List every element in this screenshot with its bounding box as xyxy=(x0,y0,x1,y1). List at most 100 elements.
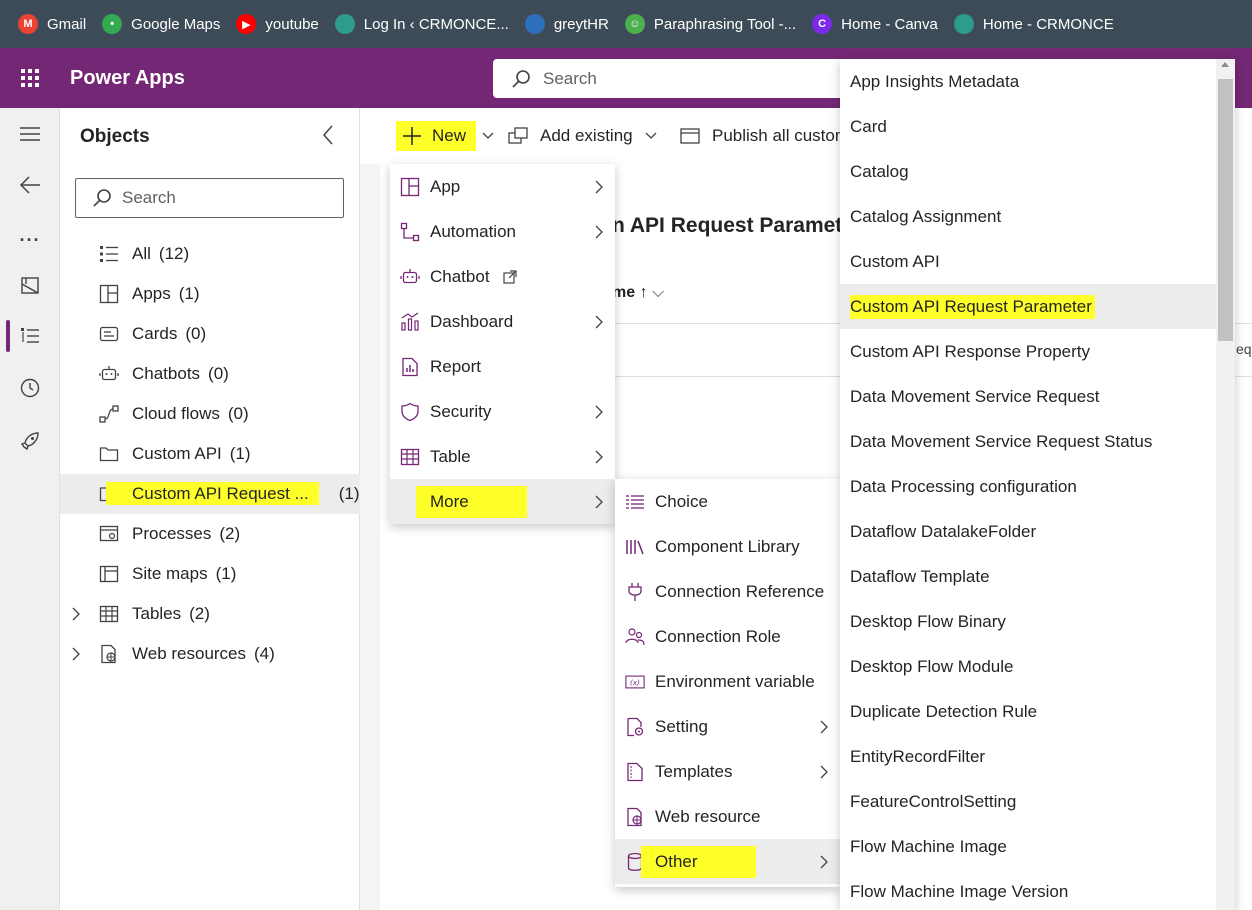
menu-item-label: Other xyxy=(641,845,756,878)
menu-item-setting[interactable]: Setting xyxy=(615,704,840,749)
app-launcher-button[interactable] xyxy=(0,48,60,108)
objects-nav-button[interactable] xyxy=(0,316,60,356)
object-tree-item[interactable]: Cards (0) xyxy=(60,314,360,354)
name-column-header[interactable]: me ↑ ⌵ xyxy=(612,284,665,301)
object-tree-item[interactable]: Web resources (4) xyxy=(60,634,360,674)
waffle-icon xyxy=(21,69,39,87)
other-menu-item[interactable]: Flow Machine Image Version xyxy=(840,869,1216,910)
menu-item-component-library[interactable]: Component Library xyxy=(615,524,840,569)
template-icon xyxy=(625,762,645,782)
menu-item-other[interactable]: Other xyxy=(615,839,840,884)
bookmark-item[interactable]: ☺ Paraphrasing Tool -... xyxy=(621,0,808,48)
chevron-right-icon xyxy=(595,315,603,329)
other-menu-item[interactable]: Desktop Flow Binary xyxy=(840,599,1216,644)
menu-item-more[interactable]: More xyxy=(390,479,615,524)
menu-item-label: More xyxy=(416,485,527,518)
other-menu-item[interactable]: Data Movement Service Request xyxy=(840,374,1216,419)
chatbot-icon xyxy=(98,363,120,385)
chevron-right-icon xyxy=(820,855,828,869)
object-tree-item[interactable]: All (12) xyxy=(60,234,360,274)
other-menu-item[interactable]: Dataflow Template xyxy=(840,554,1216,599)
object-tree-item[interactable]: Apps (1) xyxy=(60,274,360,314)
overview-nav-button[interactable] xyxy=(0,265,60,305)
bookmark-item[interactable]: C Home - Canva xyxy=(808,0,950,48)
menu-item-table[interactable]: Table xyxy=(390,434,615,479)
other-menu-item[interactable]: FeatureControlSetting xyxy=(840,779,1216,824)
other-menu-item[interactable]: Desktop Flow Module xyxy=(840,644,1216,689)
web-resource-icon xyxy=(625,807,645,827)
global-search-input[interactable]: Search xyxy=(493,59,843,98)
hamburger-menu-button[interactable] xyxy=(0,114,60,154)
object-tree-item[interactable]: Tables (2) xyxy=(60,594,360,634)
menu-item-security[interactable]: Security xyxy=(390,389,615,434)
other-menu-item-label: Custom API xyxy=(850,251,940,271)
bookmark-item[interactable]: Log In ‹ CRMONCE... xyxy=(331,0,521,48)
automation-icon xyxy=(400,222,420,242)
menu-item-environment-variable[interactable]: (x) Environment variable xyxy=(615,659,840,704)
other-menu-item[interactable]: Flow Machine Image xyxy=(840,824,1216,869)
object-name: Web resources xyxy=(132,644,247,663)
object-name: Custom API Request ... xyxy=(106,482,319,505)
menu-item-app[interactable]: App xyxy=(390,164,615,209)
collapse-panel-button[interactable] xyxy=(322,124,342,148)
menu-item-report[interactable]: Report xyxy=(390,344,615,389)
bookmark-item[interactable]: M Gmail xyxy=(14,0,98,48)
other-menu-item[interactable]: Data Movement Service Request Status xyxy=(840,419,1216,464)
bookmark-item[interactable]: Home - CRMONCE xyxy=(950,0,1126,48)
other-menu-item[interactable]: Duplicate Detection Rule xyxy=(840,689,1216,734)
other-menu-item[interactable]: Custom API Response Property xyxy=(840,329,1216,374)
search-icon xyxy=(511,69,531,89)
object-tree-label: Web resources (4) xyxy=(132,644,275,664)
menu-item-web-resource[interactable]: Web resource xyxy=(615,794,840,839)
menu-item-choice[interactable]: Choice xyxy=(615,479,840,524)
more-options-button[interactable]: ··· xyxy=(0,220,60,260)
other-menu-item[interactable]: EntityRecordFilter xyxy=(840,734,1216,779)
publish-all-button[interactable]: Publish all custom xyxy=(680,120,849,152)
publish-icon xyxy=(680,128,700,144)
add-existing-button[interactable]: Add existing xyxy=(508,120,657,152)
chevron-down-icon xyxy=(482,132,494,139)
app-grid-icon xyxy=(98,283,120,305)
menu-item-connection-role[interactable]: Connection Role xyxy=(615,614,840,659)
other-menu-item[interactable]: Dataflow DatalakeFolder xyxy=(840,509,1216,554)
card-icon xyxy=(98,323,120,345)
object-tree-item[interactable]: Site maps (1) xyxy=(60,554,360,594)
menu-item-dashboard[interactable]: Dashboard xyxy=(390,299,615,344)
other-menu-item[interactable]: Custom API xyxy=(840,239,1216,284)
menu-item-label: Dashboard xyxy=(430,311,514,331)
variable-icon: (x) xyxy=(625,672,645,692)
other-menu-item[interactable]: Catalog Assignment xyxy=(840,194,1216,239)
menu-item-label: Report xyxy=(430,356,482,376)
other-menu-item[interactable]: Custom API Request Parameter xyxy=(840,284,1216,329)
object-tree-item[interactable]: Custom API Request ... (1) xyxy=(60,474,360,514)
objects-search-input[interactable]: Search xyxy=(75,178,344,218)
process-icon xyxy=(98,523,120,545)
deployment-nav-button[interactable] xyxy=(0,421,60,461)
menu-item-connection-reference[interactable]: Connection Reference xyxy=(615,569,840,614)
bookmark-item[interactable]: • Google Maps xyxy=(98,0,232,48)
bookmark-item[interactable]: ▶ youtube xyxy=(232,0,330,48)
bookmark-item[interactable]: greytHR xyxy=(521,0,621,48)
list-icon xyxy=(98,243,120,265)
menu-item-templates[interactable]: Templates xyxy=(615,749,840,794)
chevron-right-icon[interactable] xyxy=(72,607,84,621)
new-button[interactable]: New xyxy=(392,120,498,152)
chevron-right-icon[interactable] xyxy=(72,647,84,661)
object-tree-item[interactable]: Chatbots (0) xyxy=(60,354,360,394)
back-button[interactable] xyxy=(0,165,60,205)
object-tree-item[interactable]: Cloud flows (0) xyxy=(60,394,360,434)
menu-item-chatbot[interactable]: Chatbot xyxy=(390,254,615,299)
other-menu-item[interactable]: Data Processing configuration xyxy=(840,464,1216,509)
scroll-up-arrow-icon[interactable] xyxy=(1221,62,1229,67)
object-count: (1) xyxy=(338,484,360,503)
other-menu-item[interactable]: Card xyxy=(840,104,1216,149)
other-menu-item[interactable]: Catalog xyxy=(840,149,1216,194)
menu-item-automation[interactable]: Automation xyxy=(390,209,615,254)
other-menu-item[interactable]: App Insights Metadata xyxy=(840,59,1216,104)
other-submenu-scrollbar[interactable] xyxy=(1216,59,1235,910)
scrollbar-thumb[interactable] xyxy=(1218,79,1233,341)
object-tree-item[interactable]: Processes (2) xyxy=(60,514,360,554)
history-nav-button[interactable] xyxy=(0,368,60,408)
object-tree-item[interactable]: Custom API (1) xyxy=(60,434,360,474)
shield-icon xyxy=(400,402,420,422)
